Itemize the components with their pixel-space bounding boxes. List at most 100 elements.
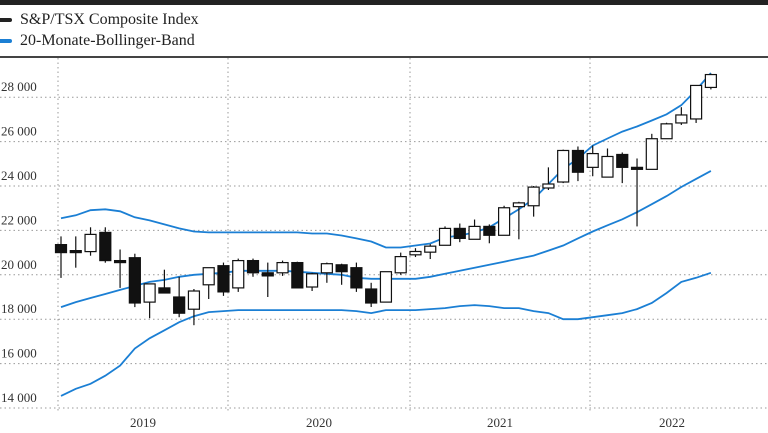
candle-body-down (335, 264, 348, 273)
y-tick-label: 16 000 (1, 346, 37, 361)
candle-body-down (217, 265, 230, 293)
candle-body-down (246, 259, 260, 274)
candle (128, 253, 141, 308)
candle (113, 249, 127, 288)
candle-body-up (601, 155, 614, 178)
candle (158, 269, 171, 294)
candle-body-up (276, 261, 289, 274)
bollinger-bands (60, 72, 712, 397)
y-tick-label: 22 000 (1, 212, 37, 227)
candle (246, 258, 260, 277)
candle (498, 205, 511, 236)
candle-body-up (143, 283, 156, 303)
candle-body-up (645, 138, 658, 170)
candle-body-up (379, 271, 393, 303)
candle-body-down (99, 231, 112, 262)
candle (542, 167, 555, 190)
candle (261, 262, 274, 297)
candle (557, 149, 570, 184)
y-tick-label: 28 000 (1, 79, 37, 94)
candle-body-down (158, 287, 171, 294)
candle-body-up (512, 202, 525, 208)
candle (690, 84, 703, 123)
candle-body-up (424, 245, 437, 253)
y-tick-label: 18 000 (1, 301, 37, 316)
candle (173, 276, 186, 318)
candle (645, 133, 658, 170)
candle (424, 244, 437, 260)
candle (409, 248, 422, 258)
candle (483, 224, 496, 244)
y-tick-label: 20 000 (1, 257, 37, 272)
candle-body-up (305, 273, 319, 288)
candle (586, 145, 599, 177)
x-tick-label: 2020 (306, 415, 332, 430)
legend-swatch-black (0, 18, 12, 23)
candle-body-up (187, 290, 201, 310)
candle-body-up (409, 250, 422, 256)
candle (512, 201, 525, 240)
candle-body-up (320, 263, 333, 274)
candle-body-down (291, 261, 304, 289)
candle (202, 267, 215, 299)
grid (0, 58, 768, 413)
candle (99, 227, 112, 263)
candle-body-up (557, 149, 570, 183)
candle (276, 260, 289, 276)
candle-body-down (630, 166, 644, 170)
candle (350, 262, 363, 292)
candle (616, 152, 629, 184)
candles (54, 73, 717, 326)
candle (468, 219, 481, 240)
candle-body-down (261, 272, 274, 277)
candle-body-up (660, 123, 673, 140)
legend-label-index: S&P/TSX Composite Index (20, 11, 199, 28)
candle-body-down (128, 257, 141, 304)
legend-swatch-blue (0, 39, 12, 44)
candle (601, 148, 614, 178)
x-tick-label: 2021 (487, 415, 513, 430)
x-tick-label: 2019 (130, 415, 156, 430)
candle-body-up (527, 186, 540, 207)
candle (305, 272, 319, 292)
candle (217, 262, 230, 296)
candle (571, 146, 585, 182)
candle (232, 258, 245, 292)
candle (630, 158, 644, 227)
candle (438, 226, 452, 246)
candle (69, 236, 82, 268)
candle-body-down (616, 153, 629, 168)
candle (394, 252, 407, 275)
candle-body-down (453, 227, 466, 239)
candle-body-down (173, 296, 186, 314)
bollinger-upper-line (60, 72, 712, 249)
candle-body-up (586, 152, 599, 168)
candle-body-up (675, 114, 688, 124)
legend-item-index: S&P/TSX Composite Index (0, 11, 199, 29)
candle (320, 262, 333, 283)
candle (84, 227, 97, 256)
candle-body-up (202, 267, 215, 286)
candle-body-up (704, 73, 717, 89)
candle-body-down (69, 250, 82, 254)
candle (660, 122, 673, 140)
legend-separator (0, 56, 768, 58)
legend-item-band: 20-Monate-Bollinger-Band (0, 32, 195, 50)
candle (453, 223, 466, 243)
candle-body-down (571, 149, 585, 173)
candle (379, 271, 393, 303)
candle (675, 107, 688, 125)
axis-labels: 14 000 16 000 18 000 20 000 22 000 24 000 26 0… (1, 79, 685, 430)
candle (365, 282, 378, 307)
candle (527, 186, 540, 217)
top-bar (0, 0, 768, 5)
candle-body-up (84, 233, 97, 253)
candle-body-down (483, 225, 496, 236)
candle-body-up (232, 259, 245, 289)
y-tick-label: 14 000 (1, 390, 37, 405)
candle (291, 261, 304, 289)
candle-body-up (542, 183, 555, 189)
legend-label-band: 20-Monate-Bollinger-Band (20, 32, 195, 49)
y-tick-label: 24 000 (1, 168, 37, 183)
